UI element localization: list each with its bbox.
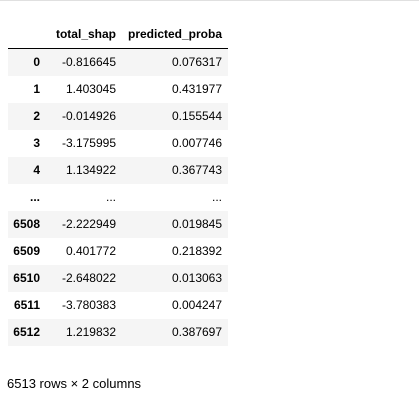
cell-total-shap: 1.403045 [65, 82, 116, 96]
table-row: 1 1.403045 0.431977 [8, 75, 229, 103]
table-row: 6510 -2.648022 0.013063 [8, 264, 229, 292]
cell-predicted-proba: ... [212, 190, 223, 204]
row-index: ... [29, 190, 40, 204]
cell-predicted-proba: 0.019845 [171, 217, 223, 231]
table-row: 6508 -2.222949 0.019845 [8, 210, 229, 238]
cell-predicted-proba: 0.218392 [171, 244, 223, 258]
row-index: 3 [33, 136, 40, 150]
dataframe-table: total_shap predicted_proba 0 -0.816645 0… [8, 20, 229, 346]
row-index: 6511 [13, 298, 40, 312]
cell-total-shap: -3.780383 [61, 298, 116, 312]
cell-top-divider [0, 0, 419, 1]
table-row: 4 1.134922 0.367743 [8, 156, 229, 184]
table-row: 3 -3.175995 0.007746 [8, 129, 229, 157]
index-column-header [8, 20, 46, 49]
table-row-ellipsis: ... ... ... [8, 183, 229, 211]
column-header-total-shap: total_shap [46, 20, 122, 49]
row-index: 6510 [13, 271, 40, 285]
cell-total-shap: -0.014926 [61, 109, 116, 123]
cell-total-shap: -3.175995 [61, 136, 116, 150]
cell-total-shap: 1.134922 [65, 163, 116, 177]
cell-predicted-proba: 0.387697 [171, 325, 223, 339]
table-row: 6512 1.219832 0.387697 [8, 318, 229, 346]
row-index: 6508 [13, 217, 40, 231]
column-header-predicted-proba: predicted_proba [122, 20, 229, 49]
row-index: 6512 [13, 325, 40, 339]
cell-predicted-proba: 0.007746 [171, 136, 223, 150]
row-index: 6509 [13, 244, 40, 258]
row-index: 4 [33, 163, 40, 177]
cell-total-shap: 1.219832 [65, 325, 116, 339]
cell-total-shap: ... [105, 190, 116, 204]
dataframe-output: total_shap predicted_proba 0 -0.816645 0… [8, 20, 229, 346]
cell-predicted-proba: 0.431977 [171, 82, 223, 96]
row-index: 1 [33, 82, 40, 96]
cell-total-shap: -2.648022 [61, 271, 116, 285]
table-row: 0 -0.816645 0.076317 [8, 48, 229, 76]
cell-predicted-proba: 0.076317 [171, 55, 223, 70]
cell-predicted-proba: 0.013063 [171, 271, 223, 285]
cell-total-shap: 0.401772 [65, 244, 116, 258]
table-row: 2 -0.014926 0.155544 [8, 102, 229, 130]
dataframe-shape-summary: 6513 rows × 2 columns [7, 376, 142, 391]
row-index: 2 [33, 109, 40, 123]
cell-total-shap: -0.816645 [61, 55, 116, 70]
cell-total-shap: -2.222949 [61, 217, 116, 231]
row-index: 0 [33, 55, 40, 70]
table-row: 6511 -3.780383 0.004247 [8, 291, 229, 319]
cell-predicted-proba: 0.367743 [171, 163, 223, 177]
cell-predicted-proba: 0.155544 [171, 109, 223, 123]
cell-predicted-proba: 0.004247 [171, 298, 223, 312]
table-header-row: total_shap predicted_proba [8, 20, 229, 49]
table-row: 6509 0.401772 0.218392 [8, 237, 229, 265]
